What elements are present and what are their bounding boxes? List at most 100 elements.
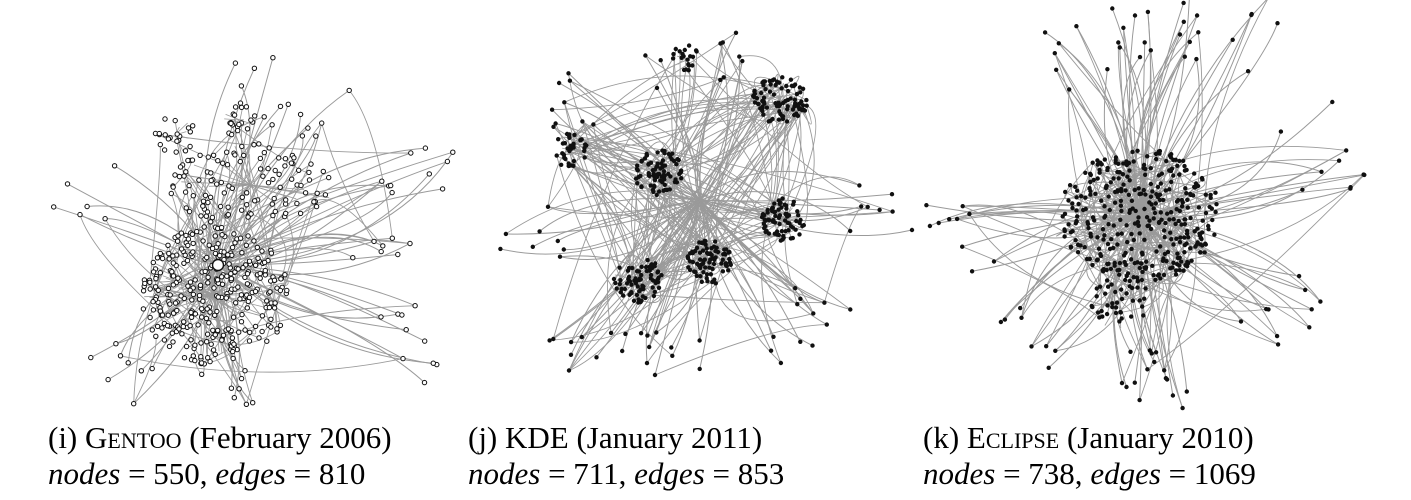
node: [1117, 45, 1123, 50]
node: [111, 163, 118, 169]
edge: [194, 260, 216, 296]
node: [687, 259, 693, 264]
node: [1169, 179, 1174, 185]
node: [1105, 284, 1111, 289]
node: [582, 145, 587, 151]
node: [1139, 261, 1144, 266]
node: [1083, 195, 1088, 200]
edge: [187, 177, 329, 246]
node: [700, 248, 706, 253]
node: [761, 112, 766, 117]
node: [181, 355, 188, 361]
node: [1203, 210, 1209, 216]
node: [756, 101, 761, 107]
node: [380, 243, 386, 249]
edge: [569, 137, 709, 255]
node: [239, 250, 245, 256]
node: [1105, 67, 1110, 72]
node: [635, 168, 641, 173]
node: [166, 256, 172, 262]
node: [190, 249, 196, 255]
edge: [763, 91, 781, 101]
edge: [1139, 214, 1144, 220]
node: [389, 189, 395, 196]
node: [1060, 214, 1065, 219]
node: [208, 341, 214, 347]
node: [155, 287, 162, 293]
node: [652, 289, 658, 294]
node: [261, 259, 268, 266]
node: [230, 355, 236, 362]
node: [678, 170, 684, 175]
edge: [568, 79, 775, 371]
node: [246, 294, 253, 301]
node: [187, 143, 193, 150]
node: [1113, 189, 1118, 195]
node: [170, 253, 176, 259]
node: [1264, 306, 1269, 312]
node: [1095, 235, 1100, 240]
node: [859, 204, 864, 209]
node: [1127, 284, 1132, 289]
node: [228, 385, 235, 391]
node: [773, 213, 778, 219]
node: [572, 132, 577, 138]
edge: [1077, 244, 1117, 314]
edge: [1151, 159, 1340, 205]
edge: [699, 199, 772, 351]
node: [267, 289, 273, 295]
node: [1097, 167, 1102, 173]
node: [1165, 249, 1171, 255]
node: [450, 149, 456, 155]
node: [690, 63, 695, 68]
node: [530, 244, 535, 250]
node: [1070, 205, 1075, 211]
node: [320, 168, 326, 175]
node: [235, 266, 241, 272]
node: [1177, 32, 1183, 37]
node: [1135, 219, 1141, 225]
node: [761, 95, 767, 100]
node: [549, 107, 555, 112]
edge: [193, 164, 251, 186]
node: [635, 181, 640, 186]
node: [150, 259, 157, 266]
edge: [171, 246, 216, 296]
node: [1184, 191, 1189, 196]
node: [779, 205, 784, 210]
node: [1185, 264, 1190, 269]
node: [751, 94, 757, 100]
node: [1147, 348, 1153, 353]
node: [578, 138, 583, 143]
node: [503, 231, 509, 237]
node: [1099, 198, 1104, 203]
node: [1171, 260, 1176, 265]
edge: [228, 192, 248, 297]
edges-label: edges: [215, 456, 286, 491]
edge: [684, 57, 687, 68]
node: [244, 305, 251, 311]
edge: [654, 324, 827, 376]
node: [201, 224, 207, 230]
edge-layer: [926, 0, 1365, 409]
node: [230, 314, 237, 320]
node: [185, 236, 192, 242]
node: [704, 250, 710, 256]
node: [205, 199, 211, 206]
node: [568, 339, 574, 345]
node: [215, 158, 221, 164]
node: [260, 173, 266, 179]
node: [157, 141, 164, 148]
node: [189, 297, 195, 303]
node: [797, 106, 802, 112]
node: [646, 162, 651, 167]
node: [804, 97, 809, 103]
node: [181, 319, 187, 325]
edge: [1091, 235, 1201, 307]
node: [1078, 243, 1083, 248]
node: [670, 151, 675, 156]
node: [694, 273, 700, 279]
node: [231, 231, 237, 237]
node: [656, 275, 661, 280]
node: [285, 101, 291, 108]
